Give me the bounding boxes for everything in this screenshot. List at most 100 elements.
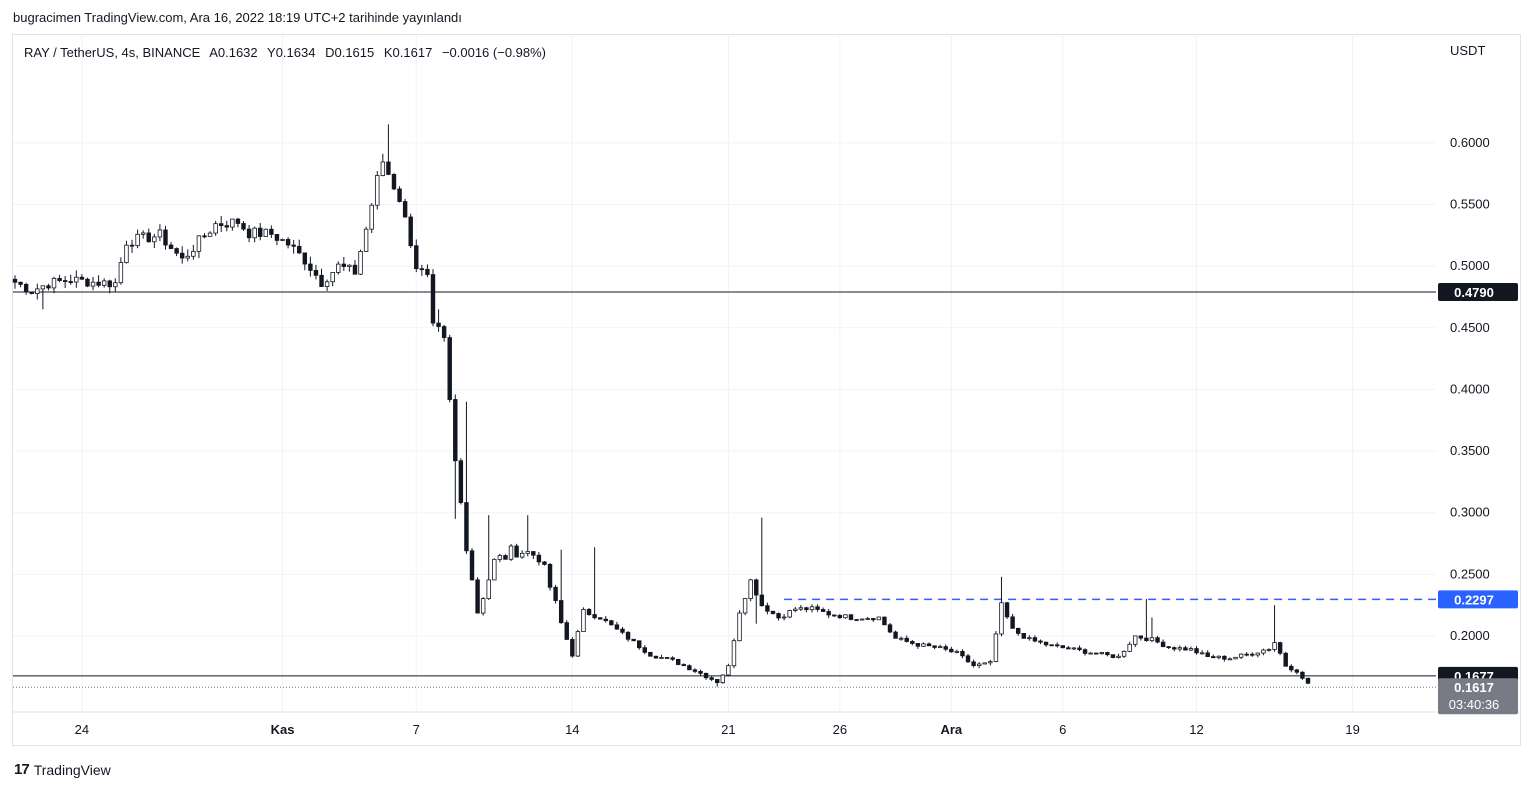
candle-body <box>146 232 151 243</box>
candle-body <box>391 174 397 190</box>
candle <box>798 605 804 611</box>
candle-body <box>235 218 241 224</box>
candle-body <box>402 201 408 218</box>
candle <box>90 276 96 291</box>
candle-body <box>715 678 720 684</box>
candle-body <box>976 663 982 667</box>
candle <box>269 225 274 238</box>
candle <box>135 229 140 249</box>
candle-body <box>1071 647 1077 650</box>
candle-body <box>1043 641 1049 646</box>
candle <box>252 226 257 243</box>
price-badge-text: 0.2297 <box>1454 592 1494 607</box>
candle <box>1088 652 1093 655</box>
candle <box>213 220 218 236</box>
candle-body <box>324 281 330 287</box>
candle-body <box>820 609 826 612</box>
candle-body <box>252 227 257 239</box>
candle-body <box>1004 602 1010 618</box>
candle <box>1099 652 1105 655</box>
y-tick-label: 0.5000 <box>1450 258 1490 273</box>
candle <box>113 278 118 293</box>
candle-body <box>787 610 792 618</box>
candle <box>820 607 826 612</box>
candle <box>631 638 636 642</box>
candle <box>659 654 664 659</box>
candle <box>202 233 207 239</box>
candle-body <box>1116 655 1121 658</box>
candle <box>614 621 620 630</box>
last-price-badge-bg <box>1438 678 1518 715</box>
candle-body <box>642 647 647 653</box>
candle-body <box>1183 647 1188 651</box>
candle <box>787 609 792 619</box>
candle <box>1255 652 1261 658</box>
candle <box>179 246 185 264</box>
candle-body <box>414 245 419 270</box>
candle-body <box>124 244 129 263</box>
candle-body <box>999 602 1004 635</box>
candle <box>291 239 296 254</box>
candle-body <box>876 616 882 621</box>
candle <box>620 626 625 635</box>
candle <box>804 606 809 613</box>
candle-body <box>447 337 452 400</box>
candle-body <box>915 643 921 647</box>
candle <box>926 642 932 647</box>
candle-body <box>564 622 569 640</box>
candle-body <box>352 264 358 275</box>
candle <box>35 283 40 300</box>
candle-body <box>759 594 765 607</box>
candle-body <box>280 239 285 241</box>
candle-body <box>614 624 620 630</box>
candle <box>553 584 558 604</box>
candle-body <box>703 672 709 679</box>
candle-body <box>1110 654 1116 658</box>
legend-symbol[interactable]: RAY / TetherUS, 4s, BINANCE <box>24 45 201 60</box>
candle-body <box>425 268 430 275</box>
candle <box>581 607 586 633</box>
candle <box>1277 641 1283 656</box>
candle-body <box>46 285 51 289</box>
candle-body <box>319 274 324 287</box>
candle-body <box>832 614 837 617</box>
candle-body <box>949 648 954 653</box>
candle-body <box>603 618 608 622</box>
candle-body <box>330 272 335 283</box>
candle-body <box>854 619 859 621</box>
y-tick-label: 0.4000 <box>1450 381 1490 396</box>
candle-body <box>737 612 742 642</box>
candle-body <box>57 277 62 281</box>
candle <box>709 676 714 682</box>
legend-open: A0.1632 <box>209 45 258 60</box>
candle <box>163 225 168 250</box>
price-badge-bg <box>1438 283 1518 302</box>
candle <box>414 239 419 273</box>
candle <box>915 643 921 649</box>
candle-body <box>1227 658 1233 661</box>
candle-body <box>157 229 163 238</box>
candle <box>397 186 402 203</box>
candle-body <box>1010 616 1015 629</box>
candle-body <box>592 614 597 619</box>
candle <box>960 649 965 659</box>
candle-body <box>631 638 636 642</box>
candle-body <box>118 262 124 284</box>
candle <box>776 612 781 621</box>
candle-body <box>441 326 447 338</box>
candle-body <box>51 277 57 289</box>
candle-body <box>971 661 976 667</box>
y-tick-label: 0.3000 <box>1450 505 1490 520</box>
candle-body <box>670 657 675 660</box>
candle-body <box>904 637 909 642</box>
tradingview-logo[interactable]: 17 TradingView <box>14 761 111 778</box>
currency-label: USDT <box>1450 43 1485 58</box>
candle-body <box>168 244 174 249</box>
candle <box>1066 645 1071 650</box>
x-tick-label: 24 <box>75 722 89 737</box>
candle <box>932 645 937 650</box>
legend-high: Y0.1634 <box>267 45 316 60</box>
candle-body <box>597 617 603 620</box>
candle <box>1166 646 1171 650</box>
